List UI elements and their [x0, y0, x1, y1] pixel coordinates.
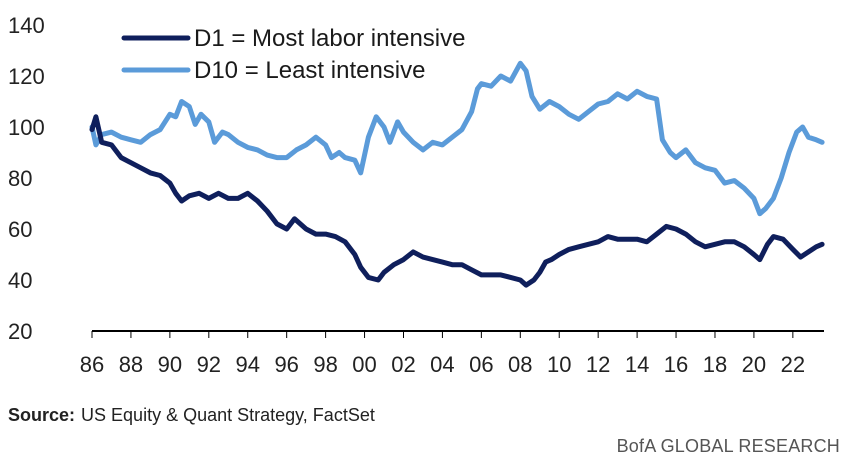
x-tick-label: 96 [274, 352, 298, 377]
series-line-d10 [89, 60, 825, 217]
x-tick-label: 10 [547, 352, 571, 377]
x-tick-label: 90 [158, 352, 182, 377]
y-tick-label: 60 [8, 217, 32, 242]
x-tick-label: 08 [508, 352, 532, 377]
y-axis-ticks: 20 40 60 80 100 120 140 [8, 13, 45, 344]
y-tick-label: 80 [8, 166, 32, 191]
source-text: US Equity & Quant Strategy, FactSet [81, 405, 375, 425]
x-tick-label: 02 [391, 352, 415, 377]
series-line-d1 [89, 114, 825, 288]
series-layer [89, 60, 825, 288]
source-label: Source: [8, 405, 76, 425]
x-axis-ticks: 86 88 90 92 94 96 98 00 02 04 06 08 10 12 14 16 18 20 22 [80, 331, 805, 377]
x-tick-label: 20 [742, 352, 766, 377]
y-tick-label: 20 [8, 319, 32, 344]
y-tick-label: 120 [8, 64, 45, 89]
x-tick-label: 88 [119, 352, 143, 377]
y-tick-label: 40 [8, 268, 32, 293]
x-tick-label: 14 [625, 352, 649, 377]
x-tick-label: 86 [80, 352, 104, 377]
y-tick-label: 100 [8, 115, 45, 140]
x-tick-label: 04 [430, 352, 454, 377]
x-tick-label: 22 [781, 352, 805, 377]
x-tick-label: 18 [703, 352, 727, 377]
y-tick-label: 140 [8, 13, 45, 38]
x-tick-label: 06 [469, 352, 493, 377]
legend-label: D1 = Most labor intensive [194, 25, 465, 52]
legend: D1 = Most labor intensive D10 = Least int… [121, 25, 465, 84]
legend-label: D10 = Least intensive [194, 57, 425, 84]
x-tick-label: 98 [313, 352, 337, 377]
x-tick-label: 12 [586, 352, 610, 377]
x-tick-label: 16 [664, 352, 688, 377]
brand-label: BofA GLOBAL RESEARCH [616, 436, 840, 456]
x-tick-label: 92 [197, 352, 221, 377]
line-chart: 20 40 60 80 100 120 140 86 88 90 92 94 96 98 00 02 04 06… [8, 13, 825, 377]
x-tick-label: 94 [236, 352, 260, 377]
source-note: Source: US Equity & Quant Strategy, FactS… [8, 405, 375, 426]
x-tick-label: 00 [352, 352, 376, 377]
